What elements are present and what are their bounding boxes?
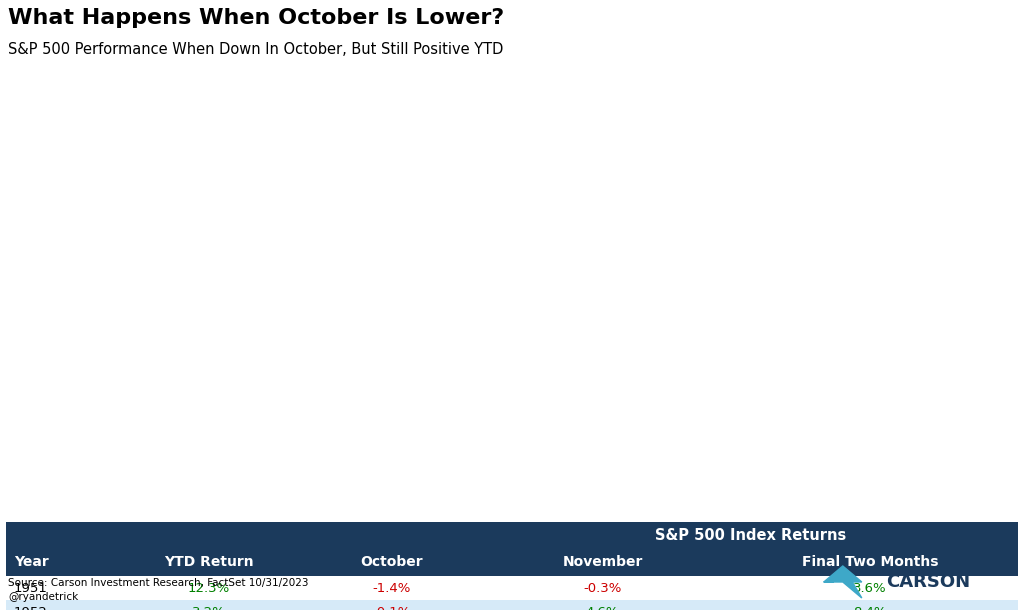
Text: Year: Year (14, 555, 49, 569)
Text: November: November (562, 555, 643, 569)
Text: CARSON: CARSON (887, 573, 971, 591)
Text: 12.3%: 12.3% (187, 581, 229, 595)
Text: Final Two Months: Final Two Months (802, 555, 938, 569)
Polygon shape (823, 566, 862, 598)
FancyBboxPatch shape (6, 548, 1018, 576)
Text: @ryandetrick: @ryandetrick (8, 592, 78, 602)
Text: -0.1%: -0.1% (373, 606, 411, 610)
Text: -1.4%: -1.4% (373, 581, 411, 595)
Text: Source: Carson Investment Research, FactSet 10/31/2023: Source: Carson Investment Research, Fact… (8, 578, 308, 588)
Text: What Happens When October Is Lower?: What Happens When October Is Lower? (8, 8, 504, 28)
Text: S&P 500 Performance When Down In October, But Still Positive YTD: S&P 500 Performance When Down In October… (8, 42, 504, 57)
FancyBboxPatch shape (6, 600, 1018, 610)
FancyBboxPatch shape (6, 576, 1018, 600)
Text: S&P 500 Index Returns: S&P 500 Index Returns (655, 528, 846, 542)
Text: 4.6%: 4.6% (586, 606, 620, 610)
Text: 3.2%: 3.2% (191, 606, 225, 610)
Text: YTD Return: YTD Return (164, 555, 253, 569)
Text: 1951: 1951 (14, 581, 48, 595)
Text: 3.6%: 3.6% (853, 581, 887, 595)
Text: October: October (360, 555, 423, 569)
Text: 8.4%: 8.4% (853, 606, 887, 610)
Text: -0.3%: -0.3% (584, 581, 622, 595)
Text: 1952: 1952 (14, 606, 48, 610)
FancyBboxPatch shape (6, 522, 1018, 548)
